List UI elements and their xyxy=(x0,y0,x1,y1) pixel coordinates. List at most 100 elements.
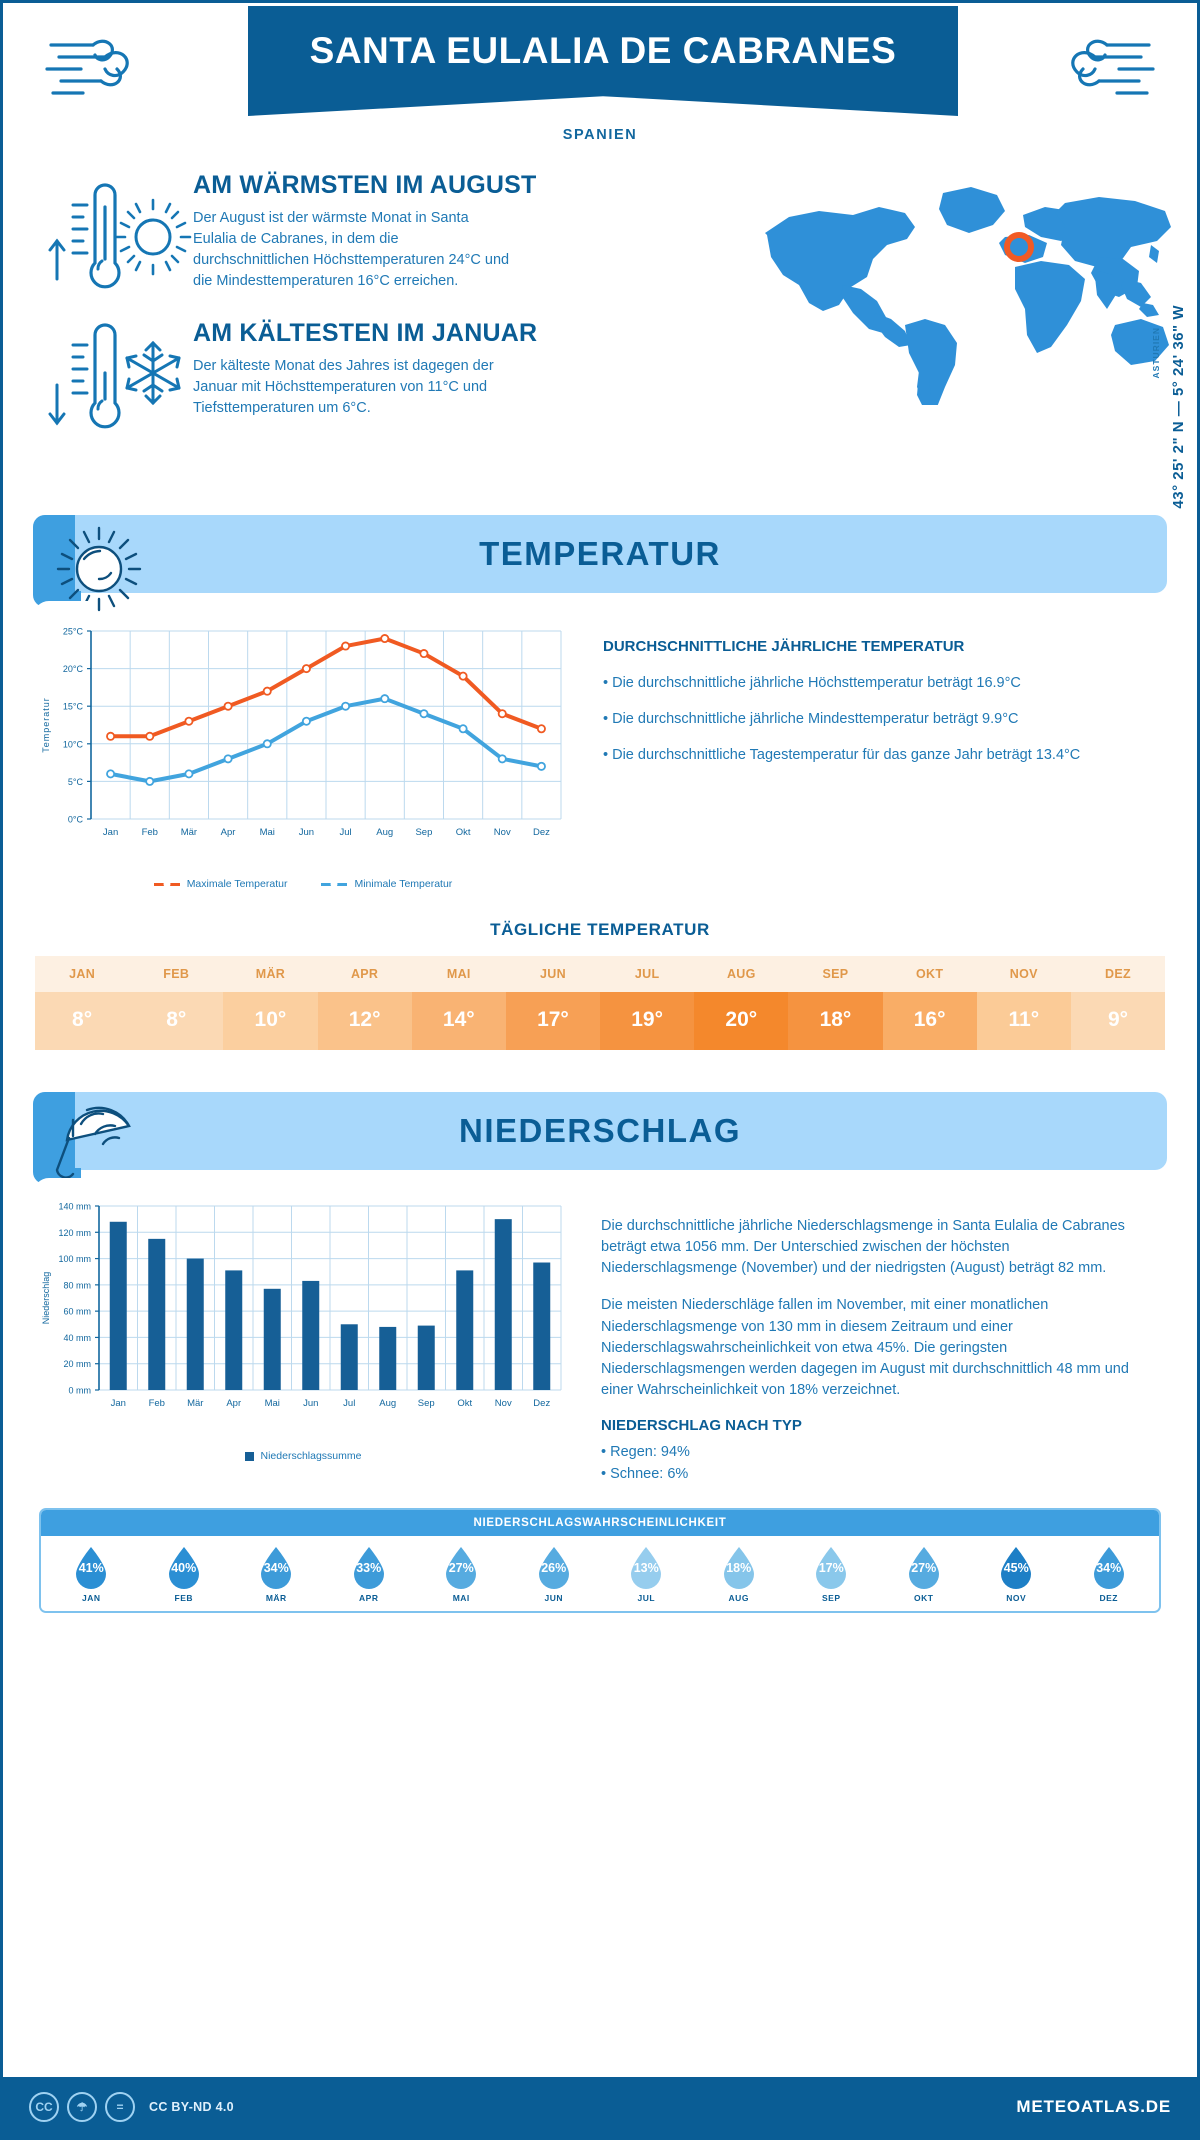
water-drop-icon: 27% xyxy=(440,1545,482,1591)
temperature-chart-legend: Maximale Temperatur Minimale Temperatur xyxy=(33,878,573,890)
legend-min-temp: Minimale Temperatur xyxy=(321,878,452,890)
precip-probability-cell: 41% JAN xyxy=(45,1545,138,1603)
daily-temp-value: 14° xyxy=(411,992,506,1050)
fact-coldest-text: Der kälteste Monat des Jahres ist dagege… xyxy=(193,357,494,416)
fact-warmest: AM WÄRMSTEN IM AUGUST Der August ist der… xyxy=(43,167,603,293)
precip-probability-month: OKT xyxy=(914,1592,934,1603)
wind-decoration-left-icon xyxy=(45,39,129,95)
precipitation-probability-box: NIEDERSCHLAGSWAHRSCHEINLICHKEIT 41% JAN 40… xyxy=(39,1507,1161,1613)
daily-temp-value: 8° xyxy=(129,992,224,1050)
daily-temp-month: NOV xyxy=(976,956,1071,992)
svg-text:Sep: Sep xyxy=(418,1398,435,1409)
svg-text:40 mm: 40 mm xyxy=(63,1333,91,1343)
daily-temp-value: 18° xyxy=(788,992,883,1050)
svg-text:Aug: Aug xyxy=(376,827,393,838)
daily-temp-value: 19° xyxy=(600,992,695,1050)
precip-probability-cell: 27% MAI xyxy=(415,1545,508,1603)
svg-text:Okt: Okt xyxy=(456,827,471,838)
svg-text:Mär: Mär xyxy=(181,827,197,838)
svg-text:Jun: Jun xyxy=(303,1398,318,1409)
daily-temp-column: FEB 8° xyxy=(129,956,224,1050)
daily-temp-month: MÄR xyxy=(223,956,318,992)
temperature-info-heading: DURCHSCHNITTLICHE JÄHRLICHE TEMPERATUR xyxy=(603,638,965,655)
daily-temp-column: JUL 19° xyxy=(600,956,695,1050)
legend-max-temp: Maximale Temperatur xyxy=(153,878,288,890)
precip-probability-month: JUN xyxy=(544,1592,563,1603)
precipitation-type-snow: • Schnee: 6% xyxy=(601,1466,689,1482)
daily-temp-value: 20° xyxy=(694,992,789,1050)
svg-text:Feb: Feb xyxy=(149,1398,165,1409)
precip-probability-value: 34% xyxy=(1096,1560,1122,1575)
precip-probability-value: 41% xyxy=(78,1560,104,1575)
precipitation-probability-row: 41% JAN 40% FEB 34% MÄR 33% APR 27% MAI 26% JUN 13% J… xyxy=(41,1535,1159,1611)
water-drop-icon: 34% xyxy=(1088,1545,1130,1591)
precip-probability-value: 27% xyxy=(911,1560,937,1575)
svg-text:Jan: Jan xyxy=(103,827,118,838)
precip-probability-cell: 34% MÄR xyxy=(230,1545,323,1603)
svg-text:Aug: Aug xyxy=(379,1398,396,1409)
precip-probability-cell: 17% SEP xyxy=(785,1545,878,1603)
coordinates-label: 43° 25' 2" N — 5° 24' 36" W xyxy=(1170,305,1187,509)
brand-label: METEOATLAS.DE xyxy=(1016,2097,1171,2116)
precipitation-panel: 0 mm 20 mm 40 mm 60 mm 80 mm 100 mm 120 mm 140 … xyxy=(3,1184,1197,1486)
water-drop-icon: 13% xyxy=(625,1545,667,1591)
precip-probability-value: 13% xyxy=(633,1560,659,1575)
legend-max-temp-label: Maximale Temperatur xyxy=(186,878,288,890)
daily-temp-month: JUL xyxy=(600,956,695,992)
daily-temperature-table: JAN 8° FEB 8° MÄR 10° APR 12° MAI 14° JUN 17° JUL 19°… xyxy=(35,956,1166,1050)
precip-probability-value: 27% xyxy=(448,1560,474,1575)
svg-text:Jun: Jun xyxy=(299,827,314,838)
daily-temp-month: FEB xyxy=(129,956,224,992)
precip-probability-value: 34% xyxy=(263,1560,289,1575)
daily-temp-value: 10° xyxy=(223,992,318,1050)
page-footer: CC ☂ = CC BY-ND 4.0 METEOATLAS.DE xyxy=(3,2077,1197,2137)
daily-temperature-title: TÄGLICHE TEMPERATUR xyxy=(490,920,710,939)
svg-text:Niederschlag: Niederschlag xyxy=(41,1272,51,1325)
svg-text:15°C: 15°C xyxy=(63,702,84,712)
precip-probability-value: 33% xyxy=(356,1560,382,1575)
fact-warmest-text: Der August ist der wärmste Monat in Sant… xyxy=(193,210,510,290)
svg-text:Feb: Feb xyxy=(142,827,158,838)
precipitation-paragraph-2: Die meisten Niederschläge fallen im Nove… xyxy=(601,1297,1129,1399)
daily-temp-value: 12° xyxy=(317,992,412,1050)
legend-max-temp-swatch xyxy=(153,882,180,886)
svg-text:20 mm: 20 mm xyxy=(63,1359,91,1369)
svg-text:140 mm: 140 mm xyxy=(58,1202,91,1212)
svg-text:10°C: 10°C xyxy=(63,739,84,749)
fact-warmest-heading: AM WÄRMSTEN IM AUGUST xyxy=(193,171,537,199)
daily-temp-column: APR 12° xyxy=(317,956,412,1050)
thermometer-snowflake-icon xyxy=(43,315,193,435)
precip-probability-cell: 45% NOV xyxy=(970,1545,1063,1603)
precip-probability-month: APR xyxy=(359,1592,379,1603)
license-label: CC BY-ND 4.0 xyxy=(149,2100,234,2114)
daily-temp-column: JAN 8° xyxy=(35,956,130,1050)
precip-probability-month: MAI xyxy=(452,1592,470,1603)
svg-text:Dez: Dez xyxy=(533,827,550,838)
svg-text:Mär: Mär xyxy=(187,1398,203,1409)
precipitation-type-heading: NIEDERSCHLAG NACH TYP xyxy=(601,1417,802,1435)
svg-text:Jul: Jul xyxy=(343,1398,355,1409)
daily-temp-value: 16° xyxy=(882,992,977,1050)
svg-text:Jan: Jan xyxy=(111,1398,126,1409)
legend-precip-swatch xyxy=(244,1451,254,1461)
by-icon: ☂ xyxy=(67,2092,97,2122)
precip-probability-value: 18% xyxy=(726,1560,752,1575)
precip-probability-month: MÄR xyxy=(265,1592,287,1603)
svg-text:80 mm: 80 mm xyxy=(63,1280,91,1290)
daily-temp-column: NOV 11° xyxy=(976,956,1071,1050)
precip-probability-cell: 34% DEZ xyxy=(1063,1545,1156,1603)
nd-icon: = xyxy=(105,2092,135,2122)
svg-text:Mai: Mai xyxy=(260,827,275,838)
svg-text:Temperatur: Temperatur xyxy=(41,697,51,753)
water-drop-icon: 26% xyxy=(533,1545,575,1591)
sun-icon xyxy=(56,526,142,612)
svg-text:20°C: 20°C xyxy=(63,664,84,674)
cc-icon: CC xyxy=(29,2092,59,2122)
svg-text:60 mm: 60 mm xyxy=(63,1307,91,1317)
water-drop-icon: 27% xyxy=(903,1545,945,1591)
precipitation-paragraph-1: Die durchschnittliche jährliche Niedersc… xyxy=(601,1218,1125,1277)
precip-probability-cell: 13% JUL xyxy=(600,1545,693,1603)
precip-probability-month: FEB xyxy=(174,1592,193,1603)
water-drop-icon: 17% xyxy=(810,1545,852,1591)
temperature-panel: 0°C 5°C 10°C 15°C 20°C 25°C Jan Feb Mär Apr Mai Jun… xyxy=(3,607,1197,891)
